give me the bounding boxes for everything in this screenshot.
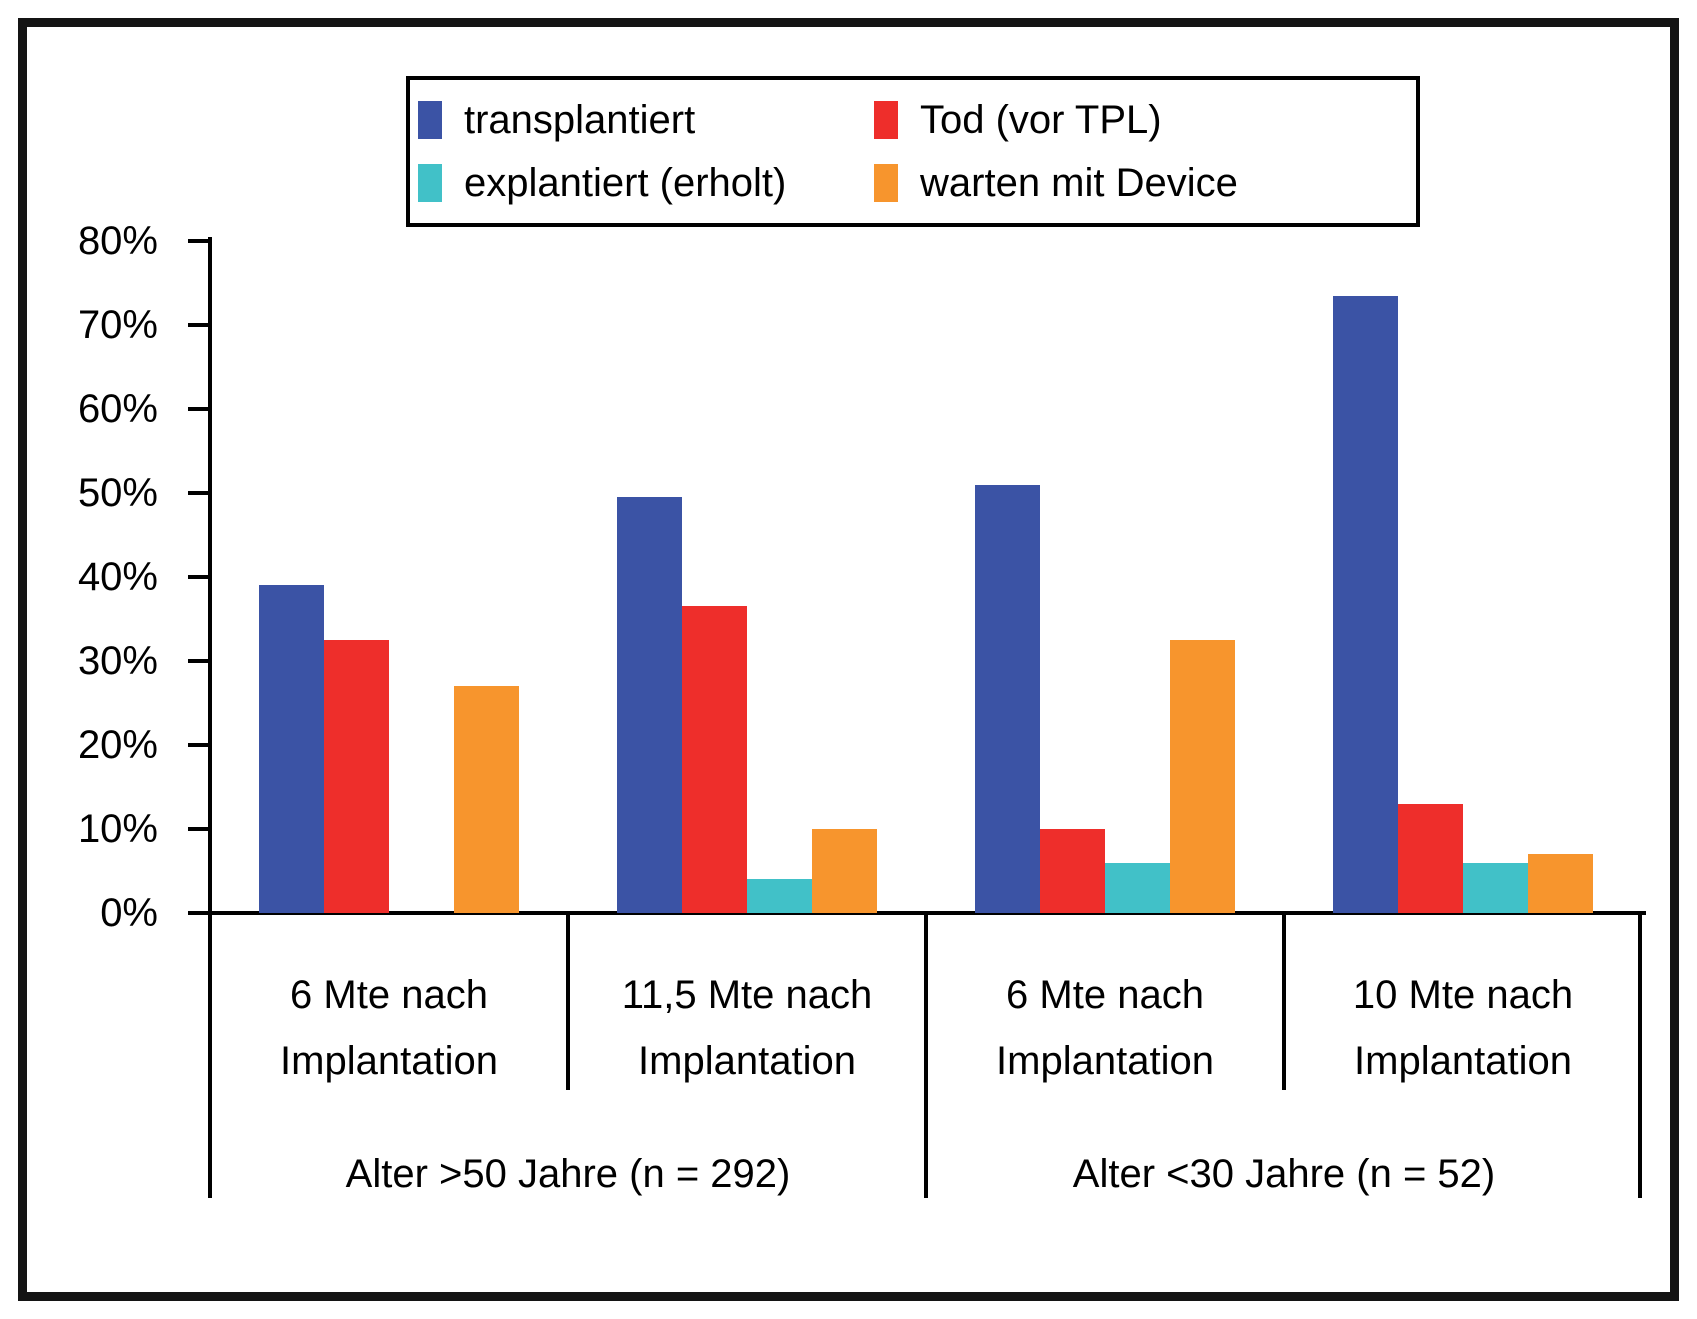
y-axis-label: 30% [77, 639, 158, 683]
legend-label: transplantiert [464, 97, 696, 142]
bar-tod-vor-tpl [1040, 829, 1105, 913]
bar-warten-mit-device [1528, 854, 1593, 913]
category-label: 6 Mte nach Implantation [210, 962, 568, 1094]
x-axis-line [188, 911, 1646, 915]
y-axis-label: 0% [100, 891, 158, 935]
category-label-line1: 10 Mte nach [1352, 973, 1574, 1017]
group-label-alter-gt50: Alter >50 Jahre (n = 292) [345, 1152, 791, 1196]
figure-border [18, 18, 1679, 1301]
legend-item-warten-mit-device: warten mit Device [874, 152, 1416, 216]
y-axis-tick [188, 659, 210, 663]
bar-explantiert-erholt [747, 879, 812, 913]
y-axis-tick [188, 827, 210, 831]
bar-transplantiert [1333, 295, 1398, 913]
category-label-line2: Implantation [996, 1039, 1214, 1083]
legend-label: warten mit Device [920, 161, 1238, 206]
bar-transplantiert [617, 497, 682, 913]
bar-warten-mit-device [454, 686, 519, 913]
category-label-line2: Implantation [638, 1039, 856, 1083]
category-label-line2: Implantation [280, 1039, 498, 1083]
bar-tod-vor-tpl [682, 606, 747, 913]
y-axis-label: 50% [77, 471, 158, 515]
group-label-alter-lt30: Alter <30 Jahre (n = 52) [1072, 1152, 1496, 1196]
bar-explantiert-erholt [1105, 862, 1170, 913]
bar-tod-vor-tpl [324, 640, 389, 913]
legend-label: Tod (vor TPL) [920, 97, 1162, 142]
y-axis-label: 40% [77, 555, 158, 599]
y-axis-tick [188, 239, 210, 243]
y-axis-label: 80% [77, 219, 158, 263]
y-axis-tick [188, 323, 210, 327]
category-label-line1: 6 Mte nach [1006, 973, 1204, 1017]
category-label: 6 Mte nach Implantation [926, 962, 1284, 1094]
category-label-line2: Implantation [1354, 1039, 1572, 1083]
bar-warten-mit-device [812, 829, 877, 913]
legend-item-transplantiert: transplantiert [418, 88, 874, 152]
bar-explantiert-erholt [1463, 862, 1528, 913]
legend-item-explantiert-erholt: explantiert (erholt) [418, 152, 874, 216]
legend-item-tod-vor-tpl: Tod (vor TPL) [874, 88, 1416, 152]
legend-swatch-transplantiert [418, 100, 442, 139]
bar-warten-mit-device [1170, 640, 1235, 913]
group-divider [924, 913, 928, 1198]
y-axis-tick [188, 491, 210, 495]
y-axis-tick [188, 575, 210, 579]
y-axis-tick [188, 407, 210, 411]
y-axis-label: 20% [77, 723, 158, 767]
y-axis-tick [188, 743, 210, 747]
category-divider [1282, 913, 1286, 1090]
category-label-line1: 6 Mte nach [290, 973, 488, 1017]
y-axis-label: 70% [77, 303, 158, 347]
category-label: 10 Mte nach Implantation [1284, 962, 1642, 1094]
category-divider [566, 913, 570, 1090]
category-label: 11,5 Mte nach Implantation [568, 962, 926, 1094]
table-right-border [1638, 913, 1642, 1198]
legend: transplantiert Tod (vor TPL) explantiert (… [406, 76, 1420, 227]
category-label-line1: 11,5 Mte nach [621, 973, 873, 1017]
bar-transplantiert [259, 585, 324, 913]
bar-transplantiert [975, 484, 1040, 913]
y-axis-line [208, 237, 212, 1198]
y-axis-label: 60% [77, 387, 158, 431]
legend-swatch-tod-vor-tpl [874, 100, 898, 139]
legend-swatch-explantiert-erholt [418, 164, 442, 203]
legend-label: explantiert (erholt) [464, 161, 787, 206]
bar-tod-vor-tpl [1398, 803, 1463, 913]
legend-swatch-warten-mit-device [874, 164, 898, 203]
y-axis-label: 10% [77, 807, 158, 851]
